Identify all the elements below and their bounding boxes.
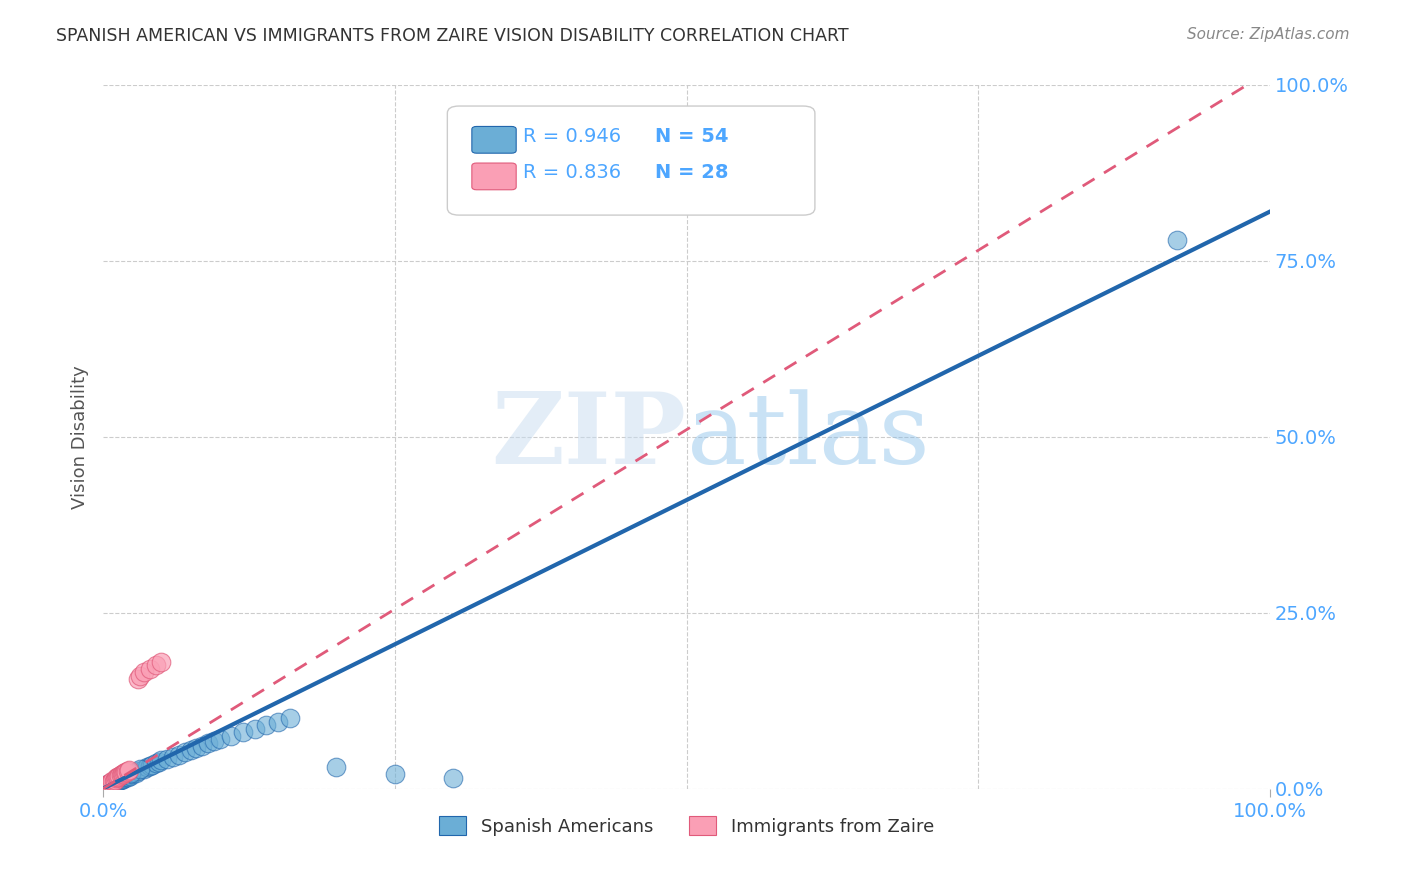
Point [202,733,225,747]
Point [111,772,134,787]
Point [103,776,125,790]
Point [111,767,134,781]
Point [141,757,163,772]
Point [114,770,136,784]
Point [117,764,139,778]
Text: Source: ZipAtlas.com: Source: ZipAtlas.com [1187,27,1350,42]
Point [125,766,148,780]
Point [127,764,149,778]
Point [96,778,118,792]
Point [243,722,266,736]
Point [97,777,120,791]
Point [117,770,139,784]
Point [111,766,134,780]
Point [114,765,136,780]
Point [148,755,170,769]
Text: ZIP: ZIP [492,388,686,485]
Legend: Spanish Americans, Immigrants from Zaire: Spanish Americans, Immigrants from Zaire [432,809,941,843]
Point [97,778,120,792]
Point [118,769,141,783]
Point [127,673,149,687]
Point [105,770,128,784]
Point [104,775,127,789]
Point [136,760,159,774]
Point [256,718,278,732]
Point [139,662,162,676]
Point [121,767,143,781]
Point [129,669,152,683]
Text: SPANISH AMERICAN VS IMMIGRANTS FROM ZAIRE VISION DISABILITY CORRELATION CHART: SPANISH AMERICAN VS IMMIGRANTS FROM ZAIR… [56,27,849,45]
Point [93,780,115,794]
FancyBboxPatch shape [472,127,516,153]
Point [96,779,118,793]
Point [115,764,138,779]
Point [111,772,134,786]
Point [232,725,254,739]
Point [98,776,121,790]
Point [132,665,155,680]
Point [101,776,124,790]
Point [173,745,195,759]
Point [108,769,131,783]
Y-axis label: Vision Disability: Vision Disability [72,365,89,508]
Point [162,750,184,764]
Point [104,771,127,785]
Point [112,771,135,785]
Point [180,743,202,757]
Point [267,714,290,729]
Text: R = 0.836: R = 0.836 [523,163,621,182]
Point [105,773,128,788]
Point [112,766,135,780]
Point [118,763,141,777]
FancyBboxPatch shape [472,163,516,190]
Point [104,773,127,788]
Point [98,776,121,790]
Point [156,752,179,766]
Point [208,732,231,747]
Point [94,779,117,793]
Point [101,774,124,789]
Point [221,729,243,743]
Point [100,775,122,789]
Point [110,768,132,782]
Point [132,762,155,776]
Point [139,759,162,773]
Point [150,655,173,669]
Point [100,777,122,791]
Point [1166,233,1188,247]
Point [191,739,214,754]
Point [107,774,129,789]
Point [441,771,464,785]
Point [325,760,347,774]
Point [94,778,117,792]
Point [197,736,219,750]
Text: N = 54: N = 54 [655,127,728,145]
Point [115,769,138,783]
Point [384,767,406,781]
Point [150,753,173,767]
Point [110,773,132,788]
Point [97,776,120,790]
Point [129,762,152,776]
Point [118,768,141,782]
Point [120,766,142,780]
Point [103,773,125,788]
Point [107,770,129,784]
Text: R = 0.946: R = 0.946 [523,127,621,145]
Point [145,756,167,771]
Point [104,774,127,789]
FancyBboxPatch shape [447,106,815,215]
Text: atlas: atlas [686,389,929,484]
Text: N = 28: N = 28 [655,163,728,182]
Point [97,777,120,791]
Point [108,772,131,787]
Point [167,747,190,762]
Point [278,711,301,725]
Point [145,658,167,673]
Point [186,740,208,755]
